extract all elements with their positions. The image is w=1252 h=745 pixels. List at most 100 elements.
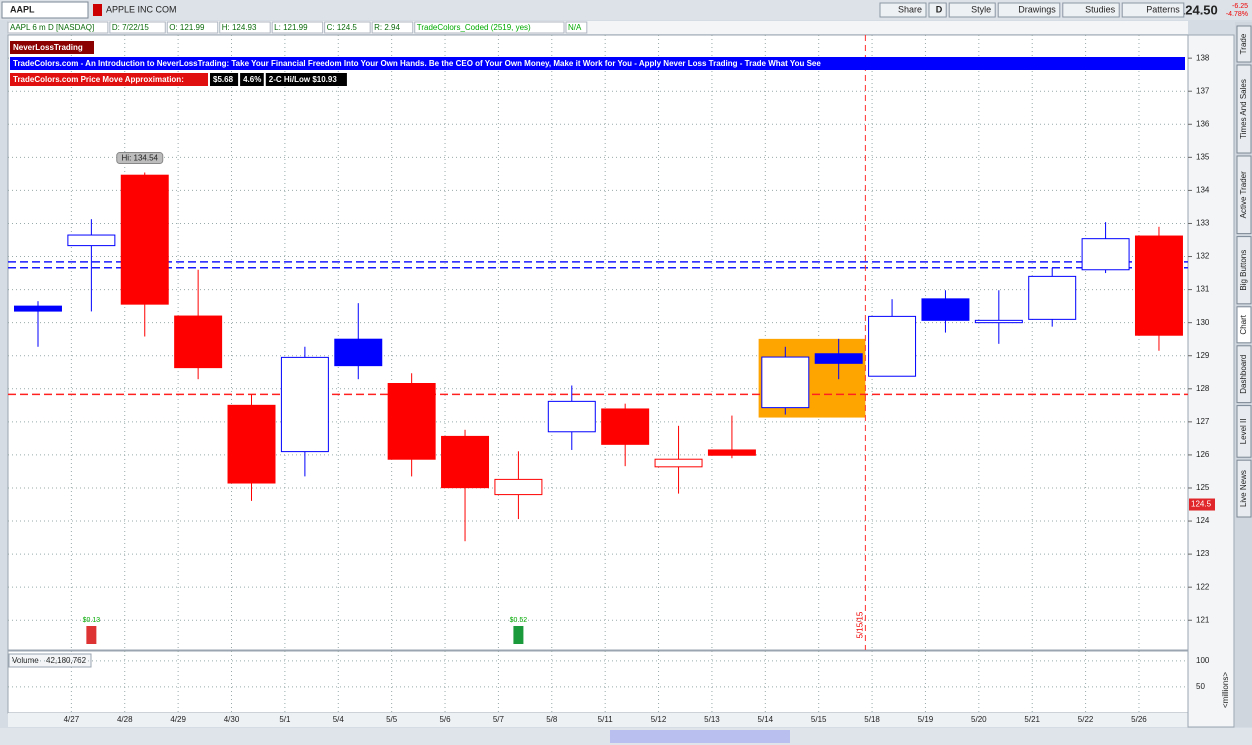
toolbar-button[interactable] <box>997 2 1061 18</box>
banner: TradeColors.com - An Introduction to Nev… <box>13 59 821 68</box>
toolbar-button[interactable] <box>1121 2 1185 18</box>
sidebar-tab[interactable] <box>1236 25 1252 63</box>
sidebar-tab-label: Live News <box>1239 470 1248 507</box>
y-tick-label: 127 <box>1196 417 1210 426</box>
dividend-icon[interactable] <box>513 626 524 644</box>
info-text: L: 121.99 <box>274 23 308 32</box>
y-tick-label: 136 <box>1196 119 1210 128</box>
y-tick-label: 130 <box>1196 318 1210 327</box>
candle-body <box>974 319 1023 324</box>
approx-value-box <box>240 73 264 86</box>
info-text: TradeColors_Coded (2519, yes) <box>417 23 531 32</box>
x-tick-label: 5/5 <box>386 715 398 724</box>
sidebar-tab[interactable] <box>1236 405 1252 458</box>
x-axis <box>8 713 1188 727</box>
y-tick-label: 134 <box>1196 186 1210 195</box>
flag-icon <box>93 4 102 16</box>
candle-body <box>67 234 116 247</box>
candle-body <box>654 458 703 468</box>
candle-body <box>14 305 62 312</box>
volume-value: 42,180,762 <box>46 656 87 665</box>
toolbar-button[interactable] <box>948 2 996 18</box>
toolbar-button[interactable] <box>928 2 947 18</box>
candle-body <box>334 338 383 367</box>
dividend-label: $0.52 <box>510 617 528 624</box>
info-text: R: 2.94 <box>374 23 400 32</box>
y-tick-label: 122 <box>1196 582 1210 591</box>
last-price-label: 124.5 <box>1191 500 1212 509</box>
candle-body <box>1134 235 1183 336</box>
volume-tick-label: 50 <box>1196 682 1205 691</box>
x-tick-label: 4/29 <box>170 715 186 724</box>
y-tick-label: 126 <box>1196 450 1210 459</box>
info-cell <box>565 21 588 34</box>
approx-value: 4.6% <box>243 75 261 84</box>
toolbar-button-label: Studies <box>1085 4 1116 14</box>
x-tick-label: 5/26 <box>1131 715 1147 724</box>
approx-value-box <box>265 73 347 86</box>
overlay: Hi: 134.54 124.5 $0.13 $0.52 NeverLossTradin… <box>8 41 1230 708</box>
sidebar-tab-label: Big Buttons <box>1239 250 1248 291</box>
info-cell <box>324 21 371 34</box>
y-tick-label: 131 <box>1196 285 1210 294</box>
y-tick-label: 138 <box>1196 53 1210 62</box>
y-tick-label: 129 <box>1196 351 1210 360</box>
sidebar-tab-label: Trade <box>1239 33 1248 54</box>
y-tick-label: 137 <box>1196 86 1210 95</box>
sidebar-tab-label: Times And Sales <box>1239 79 1248 139</box>
scroll-thumb[interactable] <box>610 730 790 743</box>
study-name-box <box>10 41 94 54</box>
info-cell <box>414 21 565 34</box>
candle-body <box>494 478 543 496</box>
candle-body <box>1081 238 1130 271</box>
sidebar-tab[interactable] <box>1236 306 1252 344</box>
candle-body <box>1028 275 1077 320</box>
sidebar-tab-label: Chart <box>1239 314 1248 334</box>
x-tick-label: 5/15 <box>811 715 827 724</box>
y-tick-label: 132 <box>1196 252 1210 261</box>
candle-body <box>441 435 490 489</box>
info-cell <box>166 21 219 34</box>
approx-value: 2-C Hi/Low $10.93 <box>269 75 338 84</box>
x-tick-label: 5/11 <box>598 715 614 724</box>
info-cell <box>7 21 109 34</box>
info-cell <box>219 21 271 34</box>
company: APPLE INC COM <box>106 4 177 14</box>
x-tick-label: 5/13 <box>704 715 720 724</box>
y-tick-label: 128 <box>1196 384 1210 393</box>
x-tick-label: 5/14 <box>758 715 774 724</box>
sidebar-tab[interactable] <box>1236 64 1252 154</box>
last-price: 124.50 <box>1178 2 1218 17</box>
info-cell <box>271 21 324 34</box>
candle-body <box>761 356 810 409</box>
x-tick-label: 5/1 <box>279 715 291 724</box>
symbol: AAPL <box>10 4 35 14</box>
last-price-tag <box>1189 498 1215 511</box>
chart: 121 122 123 124 125 126 127 128 129 130 131 132 133 1… <box>8 35 1210 724</box>
sidebar-tab[interactable] <box>1236 236 1252 305</box>
candle-body <box>814 353 863 364</box>
x-tick-label: 5/8 <box>546 715 558 724</box>
banner-box <box>10 57 1185 70</box>
x-tick-label: 5/20 <box>971 715 987 724</box>
candle-body <box>707 449 756 456</box>
info-cell <box>371 21 414 34</box>
candle-body <box>280 356 329 453</box>
info-text: H: 124.93 <box>222 23 257 32</box>
sidebar-tab[interactable] <box>1236 345 1252 404</box>
toolbar-button-label: Drawings <box>1018 4 1056 14</box>
sidebar-tab[interactable] <box>1236 155 1252 235</box>
x-tick-label: 5/19 <box>918 715 934 724</box>
info-text: D: 7/22/15 <box>112 23 149 32</box>
candle-body <box>601 408 650 445</box>
symbol-box[interactable] <box>1 1 89 19</box>
toolbar-button-label: Style <box>971 4 991 14</box>
toolbar-button[interactable] <box>879 2 927 18</box>
toolbar-button[interactable] <box>1062 2 1120 18</box>
sidebar-tab[interactable] <box>1236 459 1252 518</box>
candle-body <box>120 174 169 305</box>
x-tick-label: 5/7 <box>493 715 505 724</box>
dividend-icon[interactable] <box>86 626 97 644</box>
x-tick-label: 5/6 <box>439 715 451 724</box>
